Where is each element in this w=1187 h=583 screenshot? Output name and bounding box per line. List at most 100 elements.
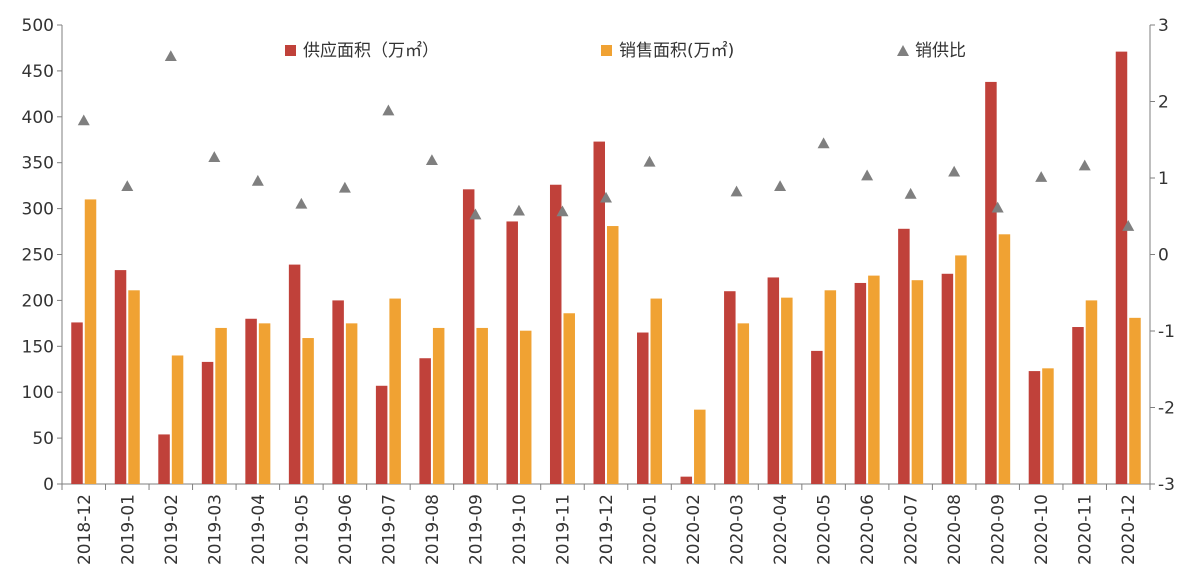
bar-supply [854, 282, 867, 484]
x-tick-label: 2020-07 [902, 494, 922, 565]
x-tick-label: 2019-09 [466, 494, 486, 565]
bar-sales [650, 298, 663, 484]
x-tick-label: 2019-12 [597, 494, 617, 565]
bar-sales [258, 323, 271, 484]
bar-supply [201, 361, 214, 484]
bar-supply [375, 385, 388, 484]
right-tick-label: 3 [1158, 16, 1169, 36]
bar-sales [389, 298, 401, 484]
bar-supply [898, 228, 910, 484]
points-layer [77, 50, 1135, 231]
bar-sales [345, 323, 358, 484]
x-tick-label: 2018-12 [75, 494, 95, 565]
x-tick-label: 2020-09 [989, 494, 1009, 565]
x-tick-label: 2020-08 [945, 494, 965, 565]
ratio-point [251, 174, 264, 186]
bar-supply [506, 221, 518, 484]
bar-supply [724, 291, 736, 484]
bar-sales [868, 275, 880, 484]
bar-sales [1129, 317, 1141, 484]
x-tick-label: 2019-11 [553, 494, 573, 565]
right-tick-label: -2 [1158, 399, 1175, 419]
bar-sales [84, 199, 97, 485]
right-tick-label: 2 [1158, 93, 1169, 113]
bar-supply [941, 273, 954, 484]
bar-supply [680, 476, 693, 484]
bar-sales [1085, 300, 1098, 484]
right-tick-label: 0 [1158, 246, 1169, 266]
x-tick-label: 2019-04 [249, 494, 269, 565]
left-tick-label: 300 [22, 200, 54, 220]
bar-supply [549, 184, 562, 484]
right-tick-label: 1 [1158, 169, 1169, 189]
ratio-point [382, 104, 395, 116]
ratio-point [643, 155, 656, 167]
x-tick-label: 2019-03 [205, 494, 225, 565]
bar-supply [288, 264, 301, 484]
bar-sales [302, 338, 314, 484]
x-tick-label: 2020-04 [771, 494, 791, 565]
x-tick-label: 2019-05 [292, 494, 312, 565]
ratio-point [904, 187, 917, 199]
left-tick-label: 0 [43, 475, 54, 495]
x-tick-label: 2019-06 [336, 494, 356, 565]
bar-supply [245, 318, 257, 484]
bar-supply [71, 322, 83, 484]
bar-sales [998, 234, 1011, 484]
bar-sales [215, 327, 227, 484]
x-tick-label: 2020-05 [815, 494, 835, 565]
legend-label-sales: 销售面积(万㎡) [619, 41, 734, 61]
ratio-point [600, 191, 612, 203]
x-tick-label: 2020-06 [858, 494, 878, 565]
bar-sales [607, 226, 619, 485]
bar-supply [1072, 327, 1084, 484]
legend-swatch-sales [601, 45, 612, 56]
ratio-point [425, 154, 438, 166]
x-tick-label: 2019-10 [510, 494, 530, 565]
bars-layer [71, 51, 1141, 485]
ratio-point [556, 205, 569, 217]
legend-marker-ratio [897, 45, 909, 56]
x-tick-label: 2019-07 [379, 494, 399, 565]
ratio-point [469, 208, 482, 220]
bar-supply [1115, 51, 1128, 484]
bar-sales [911, 280, 924, 484]
bar-supply [593, 141, 605, 484]
ratio-point [774, 180, 787, 192]
bar-sales [563, 313, 575, 484]
left-tick-label: 400 [22, 108, 54, 128]
bar-supply [114, 270, 127, 484]
left-tick-label: 500 [22, 16, 54, 36]
ratio-point [1122, 220, 1135, 231]
ticks-layer: 0 50 100 150 200 250 300 350 400 450 500 -3 -2 -1 0 1 2 3… [22, 16, 1175, 565]
ratio-point [208, 151, 221, 162]
bar-supply [462, 189, 475, 484]
bar-sales [781, 297, 793, 484]
legend-layer: 供应面积（万㎡） 销售面积(万㎡) 销供比 [285, 41, 966, 61]
bar-sales [476, 327, 488, 484]
axes-layer [57, 24, 1155, 490]
ratio-point [121, 180, 134, 192]
ratio-point [295, 197, 308, 209]
right-tick-label: -3 [1158, 475, 1175, 495]
bar-supply [158, 434, 170, 484]
legend-swatch-supply [285, 45, 296, 56]
bar-sales [171, 355, 184, 484]
bar-supply [332, 300, 344, 484]
x-tick-label: 2019-01 [118, 494, 138, 565]
left-tick-label: 150 [22, 337, 54, 357]
left-tick-label: 450 [22, 62, 54, 82]
left-tick-label: 50 [32, 429, 54, 449]
ratio-point [730, 185, 743, 197]
right-tick-label: -1 [1158, 322, 1175, 342]
x-tick-label: 2020-02 [684, 494, 704, 565]
bar-supply [767, 277, 780, 484]
x-tick-label: 2020-03 [728, 494, 748, 565]
left-tick-label: 100 [22, 383, 54, 403]
ratio-point [948, 165, 961, 177]
ratio-point [861, 169, 874, 181]
bar-sales [1042, 368, 1054, 484]
bar-supply [1028, 371, 1041, 484]
